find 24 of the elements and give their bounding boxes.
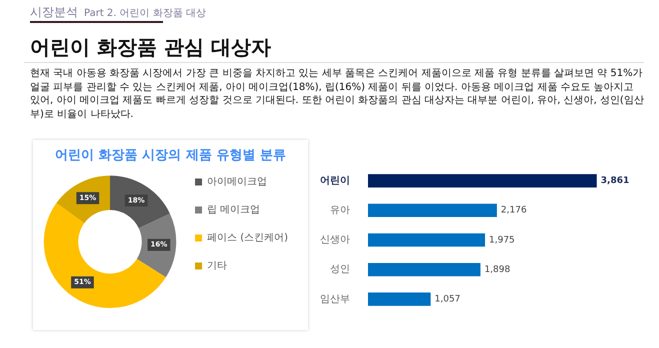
text: 어린이 화장품 관심 대상자 [30, 34, 271, 61]
bar [368, 233, 486, 247]
bar [368, 204, 497, 218]
data-label: 2,176 [500, 206, 527, 216]
bar [368, 262, 480, 276]
bar [368, 174, 597, 188]
legend-label: 기타 [207, 260, 228, 272]
text: Part 2. 어린이 화장품 대상 [84, 7, 206, 20]
y-tick-label: 어린이 [320, 175, 350, 186]
data-label: 3,861 [600, 176, 630, 186]
y-tick-label: 임산부 [320, 294, 350, 305]
y-tick-label: 신생아 [320, 234, 350, 246]
data-label: 1,975 [489, 235, 515, 246]
data-label: 1,057 [434, 294, 460, 305]
bar [368, 292, 431, 306]
text: 현재 국내 아동용 화장품 시장에서 가장 큰 비중을 차지하고 있는 세부 품목은 스킨케어 제품이으로 제품 유형 분류를 살펴보면 약 51%가 얼굴 피부를 관리할 수 있는 스킨케어 제품, 아이 메이크업(18%), 립(16%) 제품이 뒤를 이었다. 아동용 메이크업 제품 수요도 높아지고 있어, 아이 메이크업 제품도 빠르게 성장할 것으로 기대된다. 또한 어린이 화장품의 관심 대상자는 대부분 어린이, 유아, 신생아, 성인(임산부)로 비율이 나타났다. [30, 67, 645, 121]
legend-label: 립 메이크업 [207, 204, 260, 216]
y-tick-label: 유아 [330, 204, 350, 216]
data-label: 1,898 [484, 264, 510, 275]
legend-label: 페이스 (스킨케어) [207, 232, 288, 244]
y-tick-label: 성인 [330, 264, 350, 276]
legend-label: 아이메이크업 [207, 176, 268, 188]
chart-title: 어린이 화장품 시장의 제품 유형별 분류 [55, 148, 286, 164]
text: 시장분석 [30, 4, 78, 21]
